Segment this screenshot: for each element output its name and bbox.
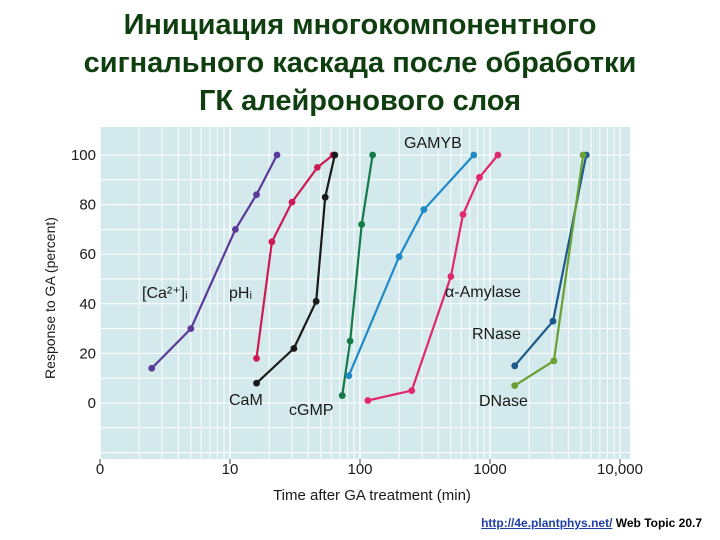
slide-title: Инициация многокомпонентного сигнального… [0, 6, 720, 120]
data-point [148, 364, 156, 372]
plot-background [100, 127, 630, 459]
data-point [345, 372, 353, 380]
y-tick-label: 40 [79, 296, 96, 313]
data-point [549, 317, 557, 325]
data-point [364, 397, 372, 404]
data-point [253, 191, 260, 199]
series-line [341, 154, 374, 396]
y-axis-label: Response to GA (percent) [42, 217, 58, 379]
x-tick-label: 0 [96, 461, 104, 478]
y-tick-label: 80 [79, 197, 96, 214]
source-label: Web Topic 20.7 [615, 516, 702, 530]
data-point [187, 325, 195, 332]
data-point [288, 198, 296, 206]
data-point [408, 387, 416, 394]
y-tick-label: 100 [71, 147, 96, 164]
footer: http://4e.plantphys.net/ Web Topic 20.7 [481, 516, 702, 530]
data-point [476, 173, 483, 181]
data-point [321, 193, 329, 201]
data-point [369, 151, 376, 159]
x-tick-label: 1000 [473, 461, 506, 478]
title-line-1: Инициация многокомпонентного [123, 9, 597, 41]
data-point [313, 164, 321, 171]
title-line-2: сигнального каскада после обработки [83, 47, 637, 79]
data-point [253, 354, 260, 362]
series-line [347, 154, 475, 377]
series-label: [Ca²⁺]ᵢ [142, 285, 188, 302]
data-point [273, 151, 281, 159]
data-point [312, 297, 320, 305]
series-label: DNase [479, 393, 528, 410]
data-point [420, 206, 428, 213]
y-tick-label: 60 [79, 246, 96, 263]
x-tick-label: 10,000 [597, 461, 643, 478]
data-point [231, 226, 239, 233]
data-point [459, 211, 467, 218]
data-point [511, 362, 519, 370]
y-tick-label: 20 [79, 345, 96, 362]
series-label: pHᵢ [229, 285, 252, 302]
data-point [346, 337, 354, 345]
series-label: RNase [472, 326, 521, 343]
data-point [395, 253, 403, 261]
x-tick-label: 10 [222, 461, 239, 478]
data-point [290, 345, 298, 352]
grid-lines [99, 127, 630, 459]
data-point [470, 151, 478, 159]
series-label: α-Amylase [445, 284, 521, 301]
data-point [550, 357, 558, 365]
y-tick-label: 0 [88, 395, 96, 412]
data-point [253, 379, 260, 387]
data-point [511, 382, 519, 390]
data-point [447, 273, 455, 280]
data-point [579, 151, 587, 159]
x-tick-label: 100 [347, 461, 372, 478]
title-line-3: ГК алейронового слоя [198, 85, 522, 117]
series-label: GAMYB [404, 135, 462, 152]
series-labels: [Ca²⁺]ᵢ pHᵢ CaM cGMP GAMYB α-Amylase RNase DNas… [142, 135, 528, 419]
source-link[interactable]: http://4e.plantphys.net/ [481, 516, 613, 530]
x-axis-label: Time after GA treatment (min) [273, 487, 471, 504]
series-line [367, 154, 499, 402]
data-point [338, 392, 346, 399]
data-point [268, 238, 276, 246]
series-layer [148, 151, 590, 404]
series-label: cGMP [289, 402, 333, 419]
data-point [494, 151, 502, 159]
data-point [358, 221, 366, 228]
series-label: CaM [229, 392, 263, 409]
data-point [331, 151, 339, 159]
